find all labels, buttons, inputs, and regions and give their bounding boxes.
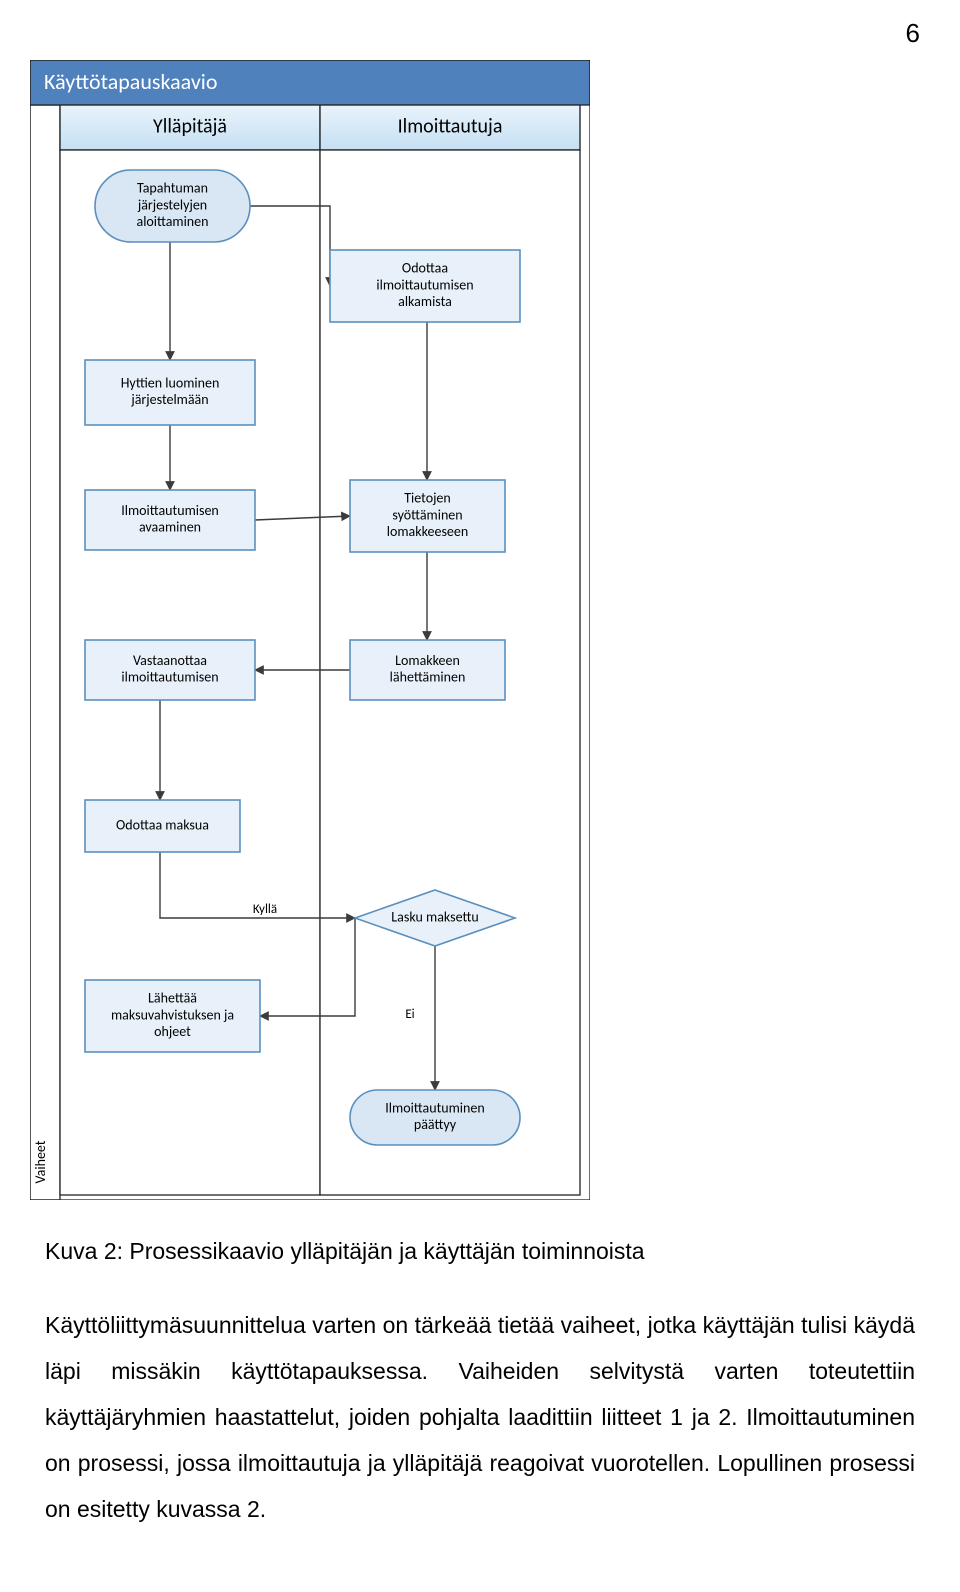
svg-text:Lomakkeen: Lomakkeen [395, 652, 460, 669]
svg-text:Ilmoittautuja: Ilmoittautuja [398, 114, 503, 138]
svg-text:ilmoittautumisen: ilmoittautumisen [376, 276, 473, 293]
svg-text:päättyy: päättyy [414, 1116, 457, 1133]
svg-text:Ilmoittautumisen: Ilmoittautumisen [121, 502, 219, 519]
svg-text:maksuvahvistuksen ja: maksuvahvistuksen ja [111, 1006, 234, 1023]
svg-text:lähettäminen: lähettäminen [390, 669, 466, 686]
svg-text:Vastaanottaa: Vastaanottaa [133, 652, 207, 669]
svg-text:Kyllä: Kyllä [253, 902, 277, 917]
flowchart-diagram: Vaiheet Käyttötapauskaavio Ylläpitäjä Ilmoi… [0, 0, 960, 1200]
svg-text:Ylläpitäjä: Ylläpitäjä [153, 114, 227, 138]
body-paragraph: Käyttöliittymäsuunnittelua varten on tär… [45, 1302, 915, 1532]
svg-text:Lähettää: Lähettää [148, 990, 197, 1007]
page: 6 Vaiheet Käyttötapauskaavio Ylläpitäjä Ilm… [0, 0, 960, 1592]
figure-caption: Kuva 2: Prosessikaavio ylläpitäjän ja kä… [45, 1228, 915, 1274]
caption-block: Kuva 2: Prosessikaavio ylläpitäjän ja kä… [0, 1200, 960, 1592]
svg-text:lomakkeeseen: lomakkeeseen [387, 523, 468, 540]
svg-text:aloittaminen: aloittaminen [136, 213, 208, 230]
svg-text:Lasku maksettu: Lasku maksettu [391, 908, 479, 925]
page-number: 6 [906, 18, 920, 49]
svg-text:Tietojen: Tietojen [404, 490, 451, 507]
svg-text:Odottaa maksua: Odottaa maksua [116, 816, 209, 833]
svg-text:Hyttien luominen: Hyttien luominen [121, 374, 220, 391]
svg-text:Odottaa: Odottaa [402, 260, 448, 277]
svg-text:Käyttötapauskaavio: Käyttötapauskaavio [44, 68, 217, 95]
svg-text:syöttäminen: syöttäminen [392, 506, 462, 523]
svg-text:Tapahtuman: Tapahtuman [137, 180, 208, 197]
svg-text:järjestelyjen: järjestelyjen [137, 196, 207, 213]
svg-text:ohjeet: ohjeet [154, 1023, 191, 1040]
svg-text:Ei: Ei [405, 1007, 414, 1022]
svg-text:Ilmoittautuminen: Ilmoittautuminen [385, 1099, 484, 1116]
svg-text:avaaminen: avaaminen [139, 519, 201, 536]
svg-text:alkamista: alkamista [398, 293, 452, 310]
svg-text:Vaiheet: Vaiheet [32, 1140, 49, 1183]
svg-text:ilmoittautumisen: ilmoittautumisen [121, 669, 218, 686]
svg-text:järjestelmään: järjestelmään [130, 391, 208, 408]
